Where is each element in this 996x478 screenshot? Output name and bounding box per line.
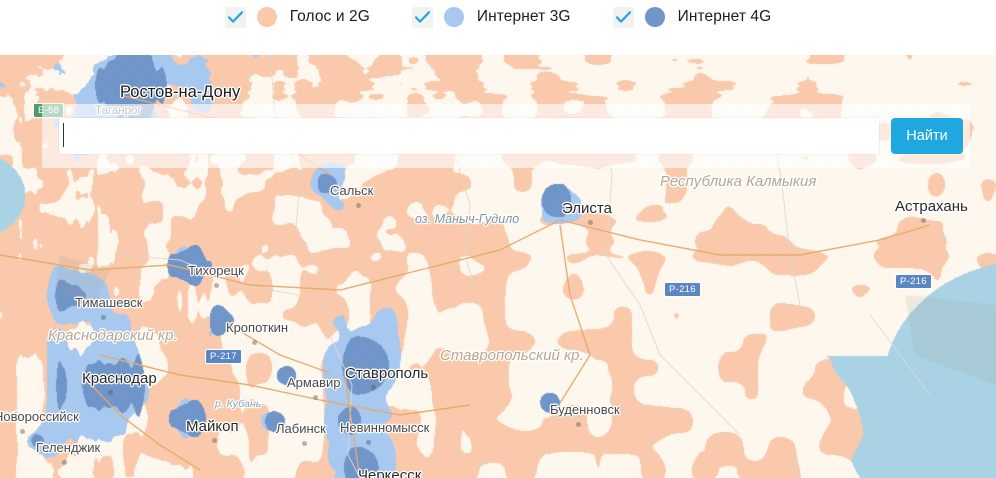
legend-item-voice-2g[interactable]: Голос и 2G (224, 4, 370, 30)
legend-item-internet-4g[interactable]: Интернет 4G (612, 4, 772, 30)
checkbox-checked-icon[interactable] (224, 6, 246, 28)
map-water-label: оз. Маныч-Гудило (415, 212, 520, 226)
map-city-label: Сальск (330, 183, 374, 198)
map-city-dot (20, 429, 25, 434)
legend-label-internet-3g: Интернет 3G (476, 8, 571, 25)
map-city-dot (252, 340, 257, 345)
search-text-caret (63, 123, 64, 147)
map-city-dot (588, 220, 593, 225)
map-city-label: Черкесск (358, 467, 422, 478)
legend-label-internet-4g: Интернет 4G (677, 8, 772, 25)
map-city-label: Ростов-на-Дону (120, 83, 241, 101)
map-region-label: Краснодарский кр. (48, 327, 178, 344)
map-region-label: Республика Калмыкия (660, 173, 817, 190)
map-city-label: Ставрополь (345, 365, 429, 382)
map-city-dot (366, 440, 371, 445)
checkbox-checked-icon[interactable] (411, 6, 433, 28)
map-city-dot (108, 390, 113, 395)
map-city-dot (921, 218, 926, 223)
map-city-dot (212, 438, 217, 443)
map-city-label: Тимашевск (75, 295, 143, 310)
map-city-label: Невинномысск (340, 420, 430, 435)
map-city-label: Элиста (562, 200, 612, 217)
map-city-label: Тихорецк (188, 263, 244, 278)
map-city-label: Кропоткин (226, 320, 289, 335)
map-water-label: р. Кубань (215, 398, 262, 410)
map-city-dot (101, 315, 106, 320)
map-search-panel: Найти (42, 104, 970, 168)
map-city-dot (576, 422, 581, 427)
map-city-label: Краснодар (82, 370, 157, 387)
map-city-dot (214, 283, 219, 288)
legend-item-internet-3g[interactable]: Интернет 3G (411, 4, 571, 30)
legend-label-voice-2g: Голос и 2G (289, 8, 370, 25)
map-city-label: Лабинск (276, 421, 326, 436)
map-city-label: Армавир (287, 375, 341, 390)
map-water-label: Кубань (0, 410, 35, 422)
map-city-dot (371, 385, 376, 390)
coverage-map[interactable]: Республика Калмыкия Ставропольский кр. Кра… (0, 55, 996, 478)
legend-swatch-internet-3g (443, 7, 464, 27)
checkbox-checked-icon[interactable] (612, 6, 634, 28)
coverage-legend-bar: Голос и 2G Интернет 3G Интернет 4G (0, 0, 996, 55)
legend-swatch-voice-2g (256, 7, 277, 27)
search-input[interactable] (59, 118, 879, 154)
map-city-dot (302, 441, 307, 446)
map-city-label: Новороссийск (0, 409, 79, 424)
map-region-label: Ставропольский кр. (440, 347, 584, 364)
map-city-label: Буденновск (550, 402, 620, 417)
map-city-dot (356, 203, 361, 208)
map-road-badge: Р-217 (205, 349, 242, 364)
map-city-label: Майкоп (186, 418, 239, 435)
map-road-badge: Р-216 (895, 274, 932, 289)
map-city-dot (313, 395, 318, 400)
map-road-badge: Р-216 (664, 282, 701, 297)
map-city-label: Геленджик (36, 440, 101, 455)
legend-swatch-internet-4g (644, 7, 665, 27)
search-submit-button[interactable]: Найти (891, 118, 963, 154)
map-city-dot (62, 460, 67, 465)
map-city-label: Астрахань (895, 198, 968, 215)
